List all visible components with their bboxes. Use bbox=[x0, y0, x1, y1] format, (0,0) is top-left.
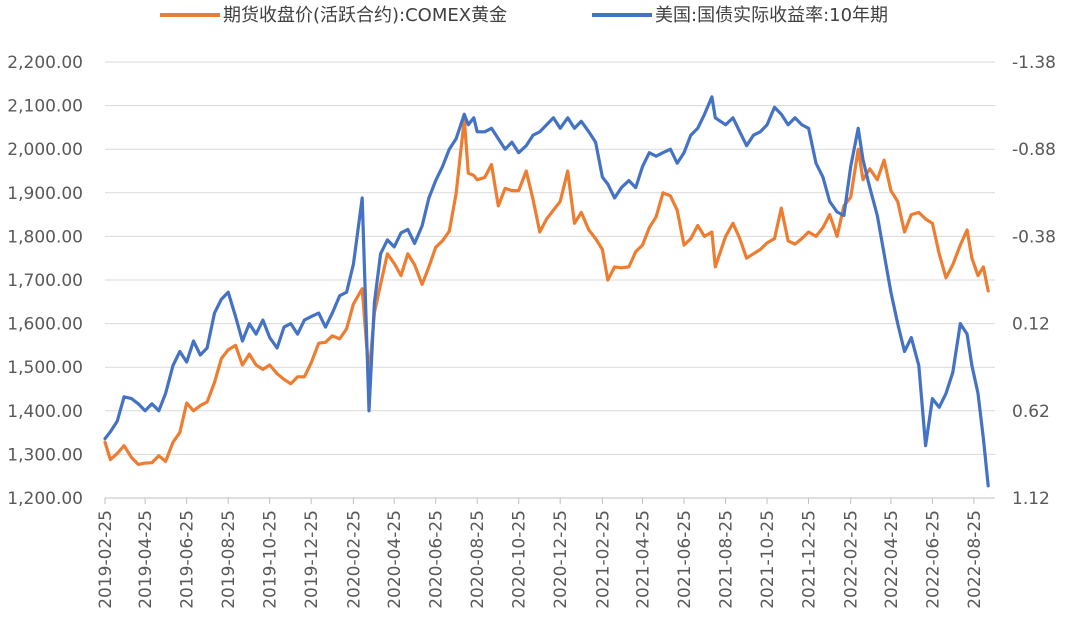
y-right-tick-label: 1.12 bbox=[1012, 489, 1050, 509]
legend: 期货收盘价(活跃合约):COMEX黄金 美国:国债实际收益率:10年期 bbox=[160, 5, 888, 26]
axes: 1,200.00 1,300.00 1,400.00 1,500.00 1,600.00… bbox=[7, 53, 1056, 609]
x-tick-label: 2021-08-25 bbox=[717, 510, 737, 609]
y-right-tick-label: 0.12 bbox=[1012, 315, 1050, 335]
x-tick-label: 2020-02-25 bbox=[344, 510, 364, 609]
x-tick-label: 2021-12-25 bbox=[800, 510, 820, 609]
x-tick-label: 2020-12-25 bbox=[551, 510, 571, 609]
legend-label: 美国:国债实际收益率:10年期 bbox=[655, 5, 888, 26]
x-tick-label: 2021-02-25 bbox=[593, 510, 613, 609]
x-tick-label: 2019-02-25 bbox=[96, 510, 116, 609]
y-left-tick-label: 1,700.00 bbox=[7, 271, 83, 291]
x-tick-label: 2020-04-25 bbox=[385, 510, 405, 609]
y-left-tick-label: 1,300.00 bbox=[7, 445, 83, 465]
y-left-tick-label: 1,600.00 bbox=[7, 315, 83, 335]
x-tick-label: 2022-02-25 bbox=[842, 510, 862, 609]
real-yield-line bbox=[103, 95, 990, 488]
y-left-tick-label: 1,800.00 bbox=[7, 227, 83, 247]
legend-label: 期货收盘价(活跃合约):COMEX黄金 bbox=[223, 5, 507, 26]
y-left-tick-label: 1,500.00 bbox=[7, 358, 83, 378]
x-tick-label: 2019-12-25 bbox=[302, 510, 322, 609]
x-tick-label: 2019-08-25 bbox=[219, 510, 239, 609]
y-left-tick-label: 1,200.00 bbox=[7, 489, 83, 509]
x-tick-label: 2022-08-25 bbox=[965, 510, 985, 609]
x-tick-label: 2020-10-25 bbox=[510, 510, 530, 609]
y-right-tick-label: -1.38 bbox=[1012, 53, 1056, 73]
y-left-tick-label: 2,200.00 bbox=[7, 53, 83, 73]
y-right-tick-label: -0.38 bbox=[1012, 227, 1056, 247]
x-tick-label: 2021-06-25 bbox=[675, 510, 695, 609]
y-left-tick-label: 1,400.00 bbox=[7, 402, 83, 422]
y-left-tick-label: 2,000.00 bbox=[7, 140, 83, 160]
x-tick-label: 2020-08-25 bbox=[468, 510, 488, 609]
y-left-tick-label: 2,100.00 bbox=[7, 97, 83, 117]
y-right-tick-label: 0.62 bbox=[1012, 402, 1050, 422]
x-tick-label: 2019-06-25 bbox=[178, 510, 198, 609]
x-tick-label: 2022-06-25 bbox=[923, 510, 943, 609]
x-tick-label: 2022-04-25 bbox=[882, 510, 902, 609]
gold-price-line bbox=[103, 117, 990, 466]
y-left-tick-label: 1,900.00 bbox=[7, 184, 83, 204]
series-lines bbox=[103, 95, 990, 488]
x-tick-label: 2020-06-25 bbox=[427, 510, 447, 609]
x-tick-label: 2019-04-25 bbox=[136, 510, 156, 609]
x-tick-label: 2021-04-25 bbox=[634, 510, 654, 609]
x-tick-label: 2019-10-25 bbox=[261, 510, 281, 609]
y-right-tick-label: -0.88 bbox=[1012, 140, 1056, 160]
gridlines bbox=[105, 61, 995, 499]
x-tick-label: 2021-10-25 bbox=[758, 510, 778, 609]
